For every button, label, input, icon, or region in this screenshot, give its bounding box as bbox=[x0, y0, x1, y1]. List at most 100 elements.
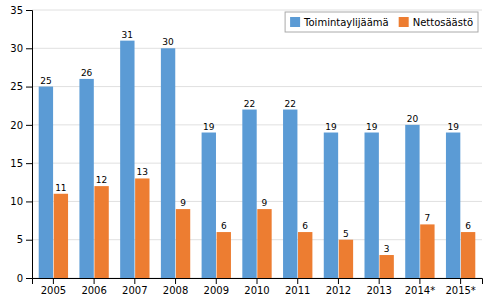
tick-label: 25 bbox=[10, 81, 23, 92]
tick-label: 15 bbox=[10, 158, 23, 169]
data-label: 6 bbox=[465, 221, 471, 231]
tick-label: 5 bbox=[17, 234, 23, 245]
bar bbox=[135, 178, 149, 278]
data-label: 30 bbox=[162, 37, 174, 47]
tick: 2007 bbox=[122, 278, 147, 296]
bar bbox=[461, 232, 475, 278]
data-label: 19 bbox=[203, 122, 215, 132]
bar bbox=[446, 133, 460, 278]
tick-label: 2012 bbox=[326, 285, 351, 296]
tick-mark bbox=[26, 48, 32, 49]
x-axis: 2005200620072008200920102011201220132014… bbox=[33, 278, 483, 296]
tick-label: 2011 bbox=[285, 285, 310, 296]
data-label: 19 bbox=[366, 122, 378, 132]
tick-mark bbox=[379, 278, 380, 284]
tick: 25 bbox=[10, 81, 32, 92]
tick-mark bbox=[257, 278, 258, 284]
legend-item: Toimintaylijäämä bbox=[290, 17, 389, 28]
bar bbox=[79, 79, 93, 278]
legend-swatch bbox=[290, 17, 300, 27]
data-label: 26 bbox=[81, 68, 93, 78]
bar bbox=[242, 110, 256, 278]
tick-label: 2010 bbox=[244, 285, 269, 296]
tick-mark bbox=[419, 278, 420, 284]
tick-mark bbox=[26, 163, 32, 164]
tick: 2012 bbox=[326, 278, 351, 296]
tick: 10 bbox=[10, 196, 32, 207]
axis-line bbox=[26, 11, 33, 279]
data-label: 31 bbox=[122, 30, 133, 40]
tick: 2014* bbox=[405, 278, 435, 296]
tick-mark bbox=[53, 278, 54, 284]
tick: 20 bbox=[10, 120, 32, 131]
data-label: 7 bbox=[425, 213, 431, 223]
data-label: 25 bbox=[40, 76, 51, 86]
bar bbox=[217, 232, 231, 278]
data-label: 13 bbox=[137, 167, 148, 177]
tick: 35 bbox=[10, 5, 32, 16]
data-label: 6 bbox=[302, 221, 308, 231]
tick: 2011 bbox=[285, 278, 310, 296]
grid-line bbox=[32, 48, 482, 49]
tick-mark bbox=[26, 201, 32, 202]
bar bbox=[364, 133, 378, 278]
tick-mark bbox=[26, 87, 32, 88]
tick-mark bbox=[134, 278, 135, 284]
data-label: 22 bbox=[285, 99, 296, 109]
tick-mark bbox=[175, 278, 176, 284]
bar bbox=[54, 194, 68, 278]
tick-label: 2007 bbox=[122, 285, 147, 296]
tick: 2015* bbox=[445, 278, 475, 296]
tick: 2010 bbox=[244, 278, 269, 296]
data-label: 19 bbox=[447, 122, 459, 132]
tick-label: 10 bbox=[10, 196, 23, 207]
tick-label: 2009 bbox=[204, 285, 229, 296]
legend-label: Toimintaylijäämä bbox=[303, 17, 389, 28]
data-labels: 252631301922221919201911121396965376 bbox=[40, 30, 471, 254]
legend-item: Nettosäästö bbox=[399, 17, 473, 28]
bar bbox=[324, 133, 338, 278]
legend-label: Nettosäästö bbox=[413, 17, 473, 28]
bar bbox=[202, 133, 216, 278]
tick-mark bbox=[26, 10, 32, 11]
tick-label: 2005 bbox=[41, 285, 66, 296]
legend: Toimintaylijäämä Nettosäästö bbox=[285, 12, 478, 32]
tick: 0 bbox=[17, 273, 32, 284]
data-label: 3 bbox=[384, 244, 390, 254]
tick-label: 0 bbox=[17, 273, 23, 284]
grid-line bbox=[32, 10, 482, 11]
tick-label: 2008 bbox=[163, 285, 188, 296]
bar bbox=[298, 232, 312, 278]
data-label: 11 bbox=[55, 183, 66, 193]
tick: 2006 bbox=[81, 278, 106, 296]
y-axis: 0 5 10 15 20 25 30 35 bbox=[10, 5, 32, 284]
tick-label: 35 bbox=[10, 5, 23, 16]
tick: 30 bbox=[10, 43, 32, 54]
data-label: 22 bbox=[244, 99, 255, 109]
tick: 5 bbox=[17, 234, 32, 245]
bar bbox=[39, 87, 53, 278]
bar bbox=[120, 41, 134, 278]
tick-mark bbox=[26, 240, 32, 241]
tick-label: 2006 bbox=[81, 285, 106, 296]
tick-mark bbox=[26, 125, 32, 126]
chart: 0 5 10 15 20 25 30 35 2005 2006 2007 2008 2009 2010 20… bbox=[0, 0, 492, 302]
tick-mark bbox=[216, 278, 217, 284]
tick-label: 2015* bbox=[445, 285, 475, 296]
tick-mark bbox=[94, 278, 95, 284]
data-label: 12 bbox=[96, 175, 107, 185]
tick: 2005 bbox=[41, 278, 66, 296]
grid-line bbox=[32, 86, 482, 87]
legend-box bbox=[285, 12, 478, 32]
tick: 2008 bbox=[163, 278, 188, 296]
tick: 2009 bbox=[204, 278, 229, 296]
bar bbox=[420, 224, 434, 278]
bar bbox=[283, 110, 297, 278]
data-label: 6 bbox=[221, 221, 227, 231]
tick-mark bbox=[338, 278, 339, 284]
bar bbox=[176, 209, 190, 278]
bar bbox=[94, 186, 108, 278]
bar bbox=[161, 48, 175, 278]
plot: 0 5 10 15 20 25 30 35 2005 2006 2007 2008 2009 2010 20… bbox=[10, 5, 482, 296]
tick-mark bbox=[460, 278, 461, 284]
